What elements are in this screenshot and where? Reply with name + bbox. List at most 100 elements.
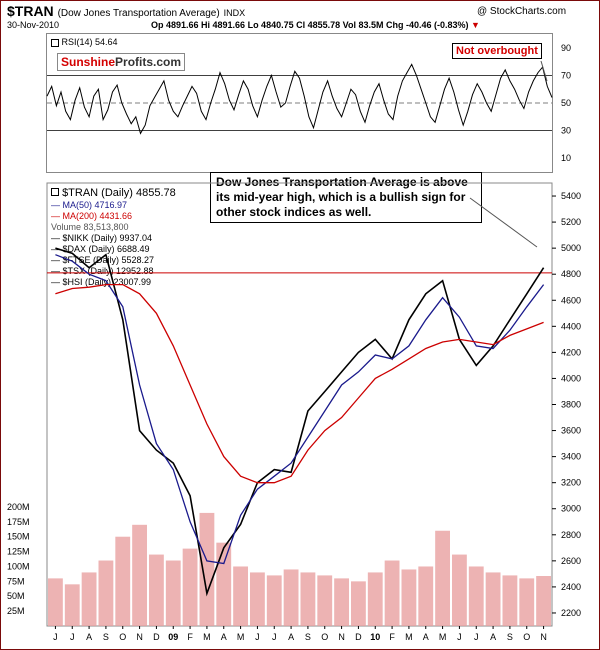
volume-bar [216,542,232,626]
legend-nikk: — $NIKK (Daily) 9937.04 [51,233,176,244]
price-layer: 5400 5200 5000 4800 4600 4400 4200 4000 3800 3600… [7,60,581,642]
volume-tick-label: 150M [7,532,30,542]
legend-ftse-text: $FTSE (Daily) 5528.27 [62,255,155,265]
rsi-line [46,63,553,135]
x-tick-label: O [321,632,328,642]
x-tick-label: O [523,632,530,642]
x-tick-label: M [405,632,413,642]
callout-pointer [469,197,538,248]
x-tick-label: J [53,632,58,642]
annotation-pointer [540,60,548,82]
volume-bar [199,512,215,626]
rsi-tick-label: 50 [561,98,571,108]
rsi-tick-label: 70 [561,70,571,80]
volume-tick-label: 175M [7,517,30,527]
x-tick-label: A [490,632,496,642]
volume-bar [132,524,147,626]
volume-bar [300,572,316,626]
x-tick-label: S [103,632,109,642]
index-name: (Dow Jones Transportation Average) [57,8,220,19]
volume-bar [502,575,518,626]
volume-bar [283,569,299,626]
x-tick-label: J [272,632,277,642]
brand-logo: SunshineProfits.com [57,53,186,71]
chart-date: 30-Nov-2010 [7,20,60,30]
legend-dax-swatch: — [51,244,63,254]
symbol: $TRAN [7,3,54,19]
y-tick-label: 3800 [561,400,581,410]
volume-bar [266,575,282,626]
x-tick-label: J [255,632,260,642]
x-tick-label: 10 [370,632,380,642]
legend-tran: $TRAN (Daily) 4855.78 [51,187,176,200]
legend-hsi-swatch: — [51,277,63,287]
volume-bar [182,548,198,626]
volume-tick-label: 25M [7,606,25,616]
y-tick-label: 4200 [561,347,581,357]
volume-bar [536,576,551,626]
legend-tsx-text: $TSX (Daily) 12952.88 [62,266,154,276]
x-tick-label: A [423,632,429,642]
callout-box: Dow Jones Transportation Average is abov… [210,172,482,223]
volume-bar [98,560,114,626]
rsi-label: RSI(14) 54.64 [51,37,118,47]
legend-volume: Volume 83,513,800 [51,222,129,232]
legend-nikk-text: $NIKK (Daily) 9937.04 [62,233,153,243]
ma50-line [55,254,545,565]
brand-part1: Sunshine [61,55,116,69]
x-tick-label: D [153,632,160,642]
y-tick-label: 2400 [561,582,581,592]
volume-bar [519,578,535,626]
x-tick-label: M [203,632,211,642]
legend-ma50-swatch: — [51,200,63,210]
legend-dax: — $DAX (Daily) 6688.49 [51,244,176,255]
y-tick-label: 4400 [561,321,581,331]
x-tick-label: N [136,632,143,642]
x-tick-label: N [338,632,345,642]
exchange: INDX [223,8,246,18]
ohlc-readout: Op 4891.66 Hi 4891.66 Lo 4840.75 Cl 4855… [151,20,480,30]
x-tick-label: F [187,632,193,642]
legend-dax-text: $DAX (Daily) 6688.49 [62,244,150,254]
volume-bar [468,566,484,626]
x-tick-label: S [507,632,513,642]
y-tick-label: 4800 [561,269,581,279]
volume-bar [351,581,366,626]
x-tick-label: J [70,632,75,642]
volume-bar [334,578,349,626]
y-tick-label: 3600 [561,426,581,436]
x-tick-label: A [221,632,227,642]
volume-bar [485,572,501,626]
legend-tsx-swatch: — [51,266,63,276]
x-tick-label: F [389,632,395,642]
y-tick-label: 3200 [561,478,581,488]
y-tick-label: 3000 [561,504,581,514]
legend-ma200: — MA(200) 4431.66 [51,211,176,222]
volume-tick-label: 125M [7,547,30,557]
down-arrow-icon: ▼ [471,20,480,30]
legend-ma200-swatch: — [51,211,63,221]
x-tick-label: A [86,632,92,642]
x-tick-label: J [474,632,479,642]
volume-bar [233,566,248,626]
legend-ftse: — $FTSE (Daily) 5528.27 [51,255,176,266]
rsi-tick-label: 90 [561,43,571,53]
x-tick-label: D [355,632,362,642]
ma200-line [55,283,544,484]
y-tick-label: 2800 [561,530,581,540]
volume-tick-label: 75M [7,576,25,586]
x-tick-label: J [457,632,462,642]
brand-part2: Profits.com [115,55,182,69]
volume-bar [401,569,417,626]
volume-bar [115,536,131,626]
x-tick-label: O [119,632,126,642]
y-tick-label: 4600 [561,295,581,305]
volume-bar [367,572,383,626]
legend-ma200-text: MA(200) 4431.66 [62,211,133,221]
y-tick-label: 5400 [561,191,581,201]
volume-bar [165,560,181,626]
legend-ma50-text: MA(50) 4716.97 [62,200,128,210]
x-tick-label: N [540,632,547,642]
volume-bar [384,560,400,626]
